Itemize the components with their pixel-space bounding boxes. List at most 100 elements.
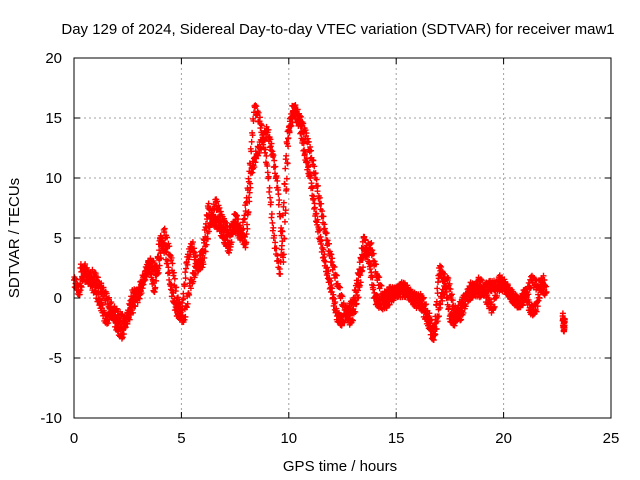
data-point	[275, 191, 282, 198]
data-point	[176, 298, 183, 305]
data-point	[325, 240, 332, 247]
data-point	[369, 274, 376, 281]
data-point	[316, 227, 323, 234]
data-point	[242, 208, 249, 215]
x-tick-label: 0	[70, 430, 78, 447]
data-point	[337, 284, 344, 291]
data-point	[124, 320, 131, 327]
data-point	[327, 277, 334, 284]
data-point	[147, 255, 154, 262]
x-tick-label: 25	[603, 430, 620, 447]
data-point	[352, 308, 359, 315]
data-point	[354, 287, 361, 294]
data-point	[329, 285, 336, 292]
data-point	[383, 305, 390, 312]
data-point	[126, 316, 133, 323]
data-point	[248, 138, 255, 145]
data-point	[283, 175, 290, 182]
data-point	[368, 239, 375, 246]
data-point	[519, 302, 526, 309]
data-point	[268, 147, 275, 154]
data-point	[277, 271, 284, 277]
data-point	[322, 258, 329, 265]
data-point	[284, 160, 291, 167]
data-point	[307, 172, 314, 179]
data-point	[158, 247, 165, 254]
data-point	[191, 245, 198, 252]
data-point	[276, 265, 283, 272]
data-point	[156, 262, 163, 269]
data-point	[307, 143, 314, 150]
data-point	[490, 304, 497, 311]
data-point	[362, 236, 369, 243]
data-point	[428, 316, 435, 323]
data-point	[252, 102, 259, 109]
data-point	[448, 291, 455, 298]
data-point	[328, 281, 335, 288]
data-point	[349, 316, 356, 323]
data-point	[162, 248, 169, 255]
data-point	[260, 131, 267, 138]
data-point	[494, 292, 501, 299]
data-point	[491, 303, 498, 310]
data-point	[231, 218, 238, 225]
data-point	[267, 144, 274, 151]
data-point	[181, 281, 188, 288]
x-tick-label: 5	[177, 430, 185, 447]
data-point	[202, 248, 209, 255]
data-point	[328, 251, 335, 258]
data-point	[204, 235, 211, 242]
data-point	[182, 313, 189, 320]
data-point	[458, 316, 465, 323]
data-point	[359, 267, 366, 274]
data-point	[430, 322, 437, 329]
data-point	[477, 276, 484, 283]
data-point	[525, 291, 532, 298]
data-point	[201, 254, 208, 261]
data-point	[175, 294, 182, 301]
data-point	[532, 276, 539, 283]
data-point	[225, 249, 232, 256]
data-point	[340, 300, 347, 307]
y-tick-label: 5	[54, 230, 62, 247]
data-point	[317, 233, 324, 240]
data-point	[184, 261, 191, 268]
data-point	[205, 228, 212, 235]
data-point	[239, 232, 246, 239]
data-point	[245, 208, 252, 215]
data-point	[243, 231, 250, 238]
data-point	[308, 147, 315, 154]
data-point	[249, 132, 256, 139]
data-point	[373, 291, 380, 298]
data-point	[173, 284, 180, 291]
data-point	[329, 255, 336, 262]
data-point	[273, 245, 280, 252]
data-point	[266, 184, 273, 191]
data-point	[279, 212, 286, 219]
data-point	[417, 290, 424, 297]
data-point	[261, 137, 268, 144]
data-point	[186, 291, 193, 298]
data-point	[105, 320, 112, 327]
data-point	[120, 331, 127, 338]
data-point	[286, 128, 293, 135]
data-point	[199, 264, 206, 271]
data-point	[264, 169, 271, 176]
data-point	[292, 102, 299, 109]
data-point	[161, 225, 168, 232]
data-point	[506, 285, 513, 292]
data-point	[223, 219, 230, 226]
y-tick-label: 20	[45, 50, 62, 67]
data-point	[216, 204, 223, 211]
data-point	[244, 198, 251, 205]
data-point	[326, 275, 333, 282]
data-point	[285, 135, 292, 142]
data-point	[182, 275, 189, 282]
data-point	[469, 294, 476, 301]
data-point	[310, 157, 317, 164]
data-point	[192, 271, 199, 278]
data-point	[306, 169, 313, 176]
data-point	[478, 277, 485, 284]
data-point	[378, 282, 385, 289]
data-point	[447, 286, 454, 293]
